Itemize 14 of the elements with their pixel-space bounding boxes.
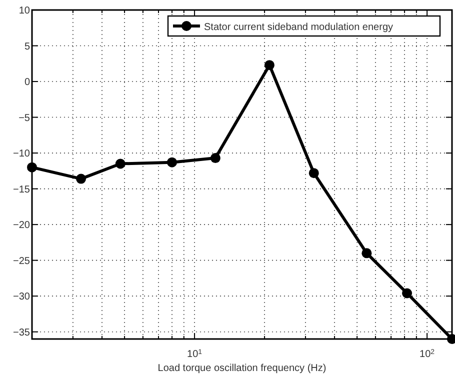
y-tick-label: −10 xyxy=(13,148,30,160)
y-tick-label: −25 xyxy=(13,256,30,267)
y-tick-label: 5 xyxy=(24,41,30,52)
x-tick-label: 10$^{2}$ xyxy=(420,348,435,360)
y-tick-label: −20 xyxy=(13,220,30,232)
legend-label: Stator current sideband modulation energy xyxy=(204,22,394,33)
y-tick-label: 0 xyxy=(24,77,30,88)
y-tick-label: −5 xyxy=(18,112,30,124)
y-tick-label: 10 xyxy=(18,6,30,16)
y-tick-label: −35 xyxy=(13,327,30,338)
x-tick-label: 10$^{1}$ xyxy=(187,348,202,360)
x-axis-title: Load torque oscillation frequency (Hz) xyxy=(158,363,326,374)
y-tick-label: −15 xyxy=(13,184,30,196)
y-tick-label: −30 xyxy=(13,292,30,303)
